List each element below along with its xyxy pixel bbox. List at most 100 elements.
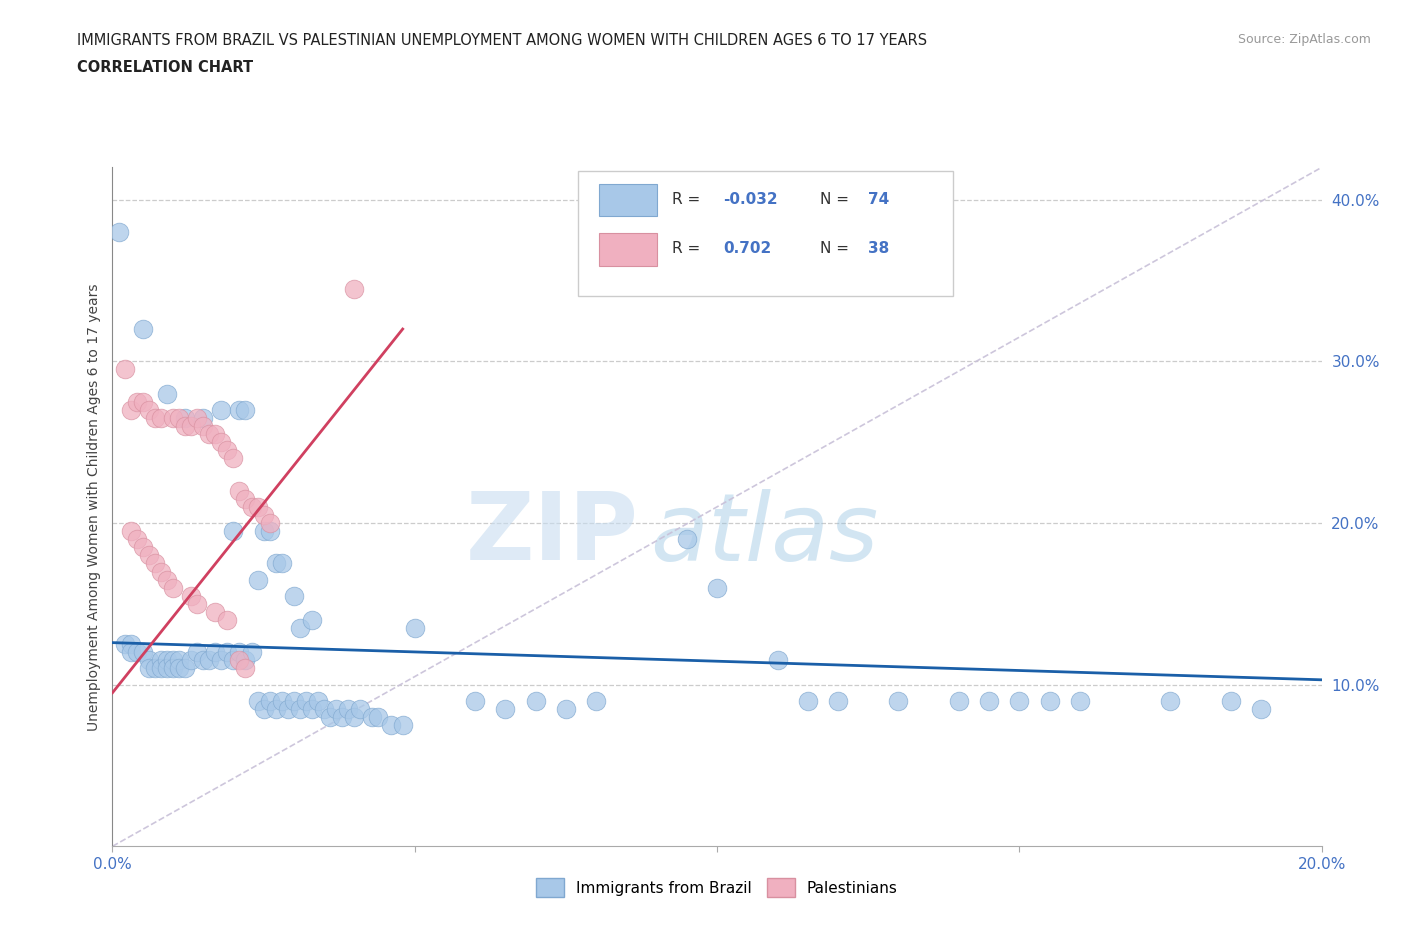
Point (319, 710, 342, 724)
Point (380, 718, 402, 733)
Point (706, 580, 728, 595)
Point (138, 653, 160, 668)
Point (143, 410, 166, 425)
Point (186, 644, 208, 659)
Point (977, 694, 1000, 709)
Point (174, 661, 197, 676)
Point (301, 701, 323, 716)
Point (209, 434, 232, 449)
Point (887, 694, 910, 709)
Point (114, 637, 136, 652)
Point (554, 701, 576, 716)
Point (120, 644, 142, 659)
Point (277, 701, 299, 716)
Point (343, 281, 366, 296)
Point (246, 499, 269, 514)
Text: R =: R = (672, 242, 700, 257)
Point (222, 524, 245, 538)
Point (228, 484, 250, 498)
Point (120, 637, 142, 652)
Point (228, 644, 250, 659)
Point (259, 694, 281, 709)
Point (253, 508, 276, 523)
Point (132, 394, 155, 409)
Point (156, 572, 179, 587)
Point (766, 653, 789, 668)
Point (228, 403, 250, 418)
Point (1159, 694, 1181, 709)
Point (585, 694, 607, 709)
Point (162, 653, 184, 668)
Point (307, 694, 329, 709)
Point (138, 661, 160, 676)
Point (495, 701, 517, 716)
Point (222, 653, 245, 668)
Text: R =: R = (672, 193, 700, 207)
Point (464, 694, 486, 709)
Point (180, 589, 202, 604)
Point (259, 524, 281, 538)
Point (149, 410, 172, 425)
Point (270, 694, 292, 709)
Point (209, 403, 232, 418)
Point (253, 701, 276, 716)
Point (1069, 694, 1091, 709)
Point (796, 694, 818, 709)
Point (361, 710, 384, 724)
Point (191, 410, 214, 425)
Legend: Immigrants from Brazil, Palestinians: Immigrants from Brazil, Palestinians (530, 872, 904, 903)
Text: -0.032: -0.032 (723, 193, 778, 207)
Point (149, 653, 172, 668)
Text: N =: N = (820, 193, 849, 207)
Point (156, 386, 179, 401)
Point (264, 556, 287, 571)
Point (288, 620, 311, 635)
Point (264, 701, 287, 716)
Point (167, 410, 190, 425)
Point (204, 427, 226, 442)
Point (186, 410, 208, 425)
Point (125, 394, 148, 409)
Text: 74: 74 (868, 193, 890, 207)
Point (174, 410, 197, 425)
Point (246, 694, 269, 709)
Point (167, 661, 190, 676)
Point (270, 556, 292, 571)
Point (675, 532, 697, 547)
Point (222, 451, 245, 466)
Point (337, 701, 360, 716)
Text: N =: N = (820, 242, 849, 257)
Point (228, 653, 250, 668)
Point (349, 701, 371, 716)
Point (204, 644, 226, 659)
Point (198, 427, 221, 442)
FancyBboxPatch shape (599, 184, 657, 217)
Point (162, 661, 184, 676)
Point (125, 644, 148, 659)
Point (162, 410, 184, 425)
Point (343, 710, 366, 724)
FancyBboxPatch shape (599, 233, 657, 266)
Point (156, 653, 179, 668)
Text: 38: 38 (868, 242, 890, 257)
Point (1250, 701, 1272, 716)
Point (524, 694, 547, 709)
Point (217, 644, 239, 659)
Point (330, 710, 353, 724)
Point (314, 701, 336, 716)
Point (404, 620, 426, 635)
Text: atlas: atlas (651, 488, 879, 579)
Point (149, 565, 172, 579)
Point (132, 644, 155, 659)
Point (125, 532, 148, 547)
Point (120, 524, 142, 538)
Point (191, 418, 214, 433)
Text: ZIP: ZIP (465, 488, 638, 580)
Point (204, 604, 226, 619)
Point (367, 710, 389, 724)
Point (186, 596, 208, 611)
Point (301, 613, 323, 628)
Point (235, 653, 257, 668)
Point (132, 539, 155, 554)
Point (827, 694, 849, 709)
